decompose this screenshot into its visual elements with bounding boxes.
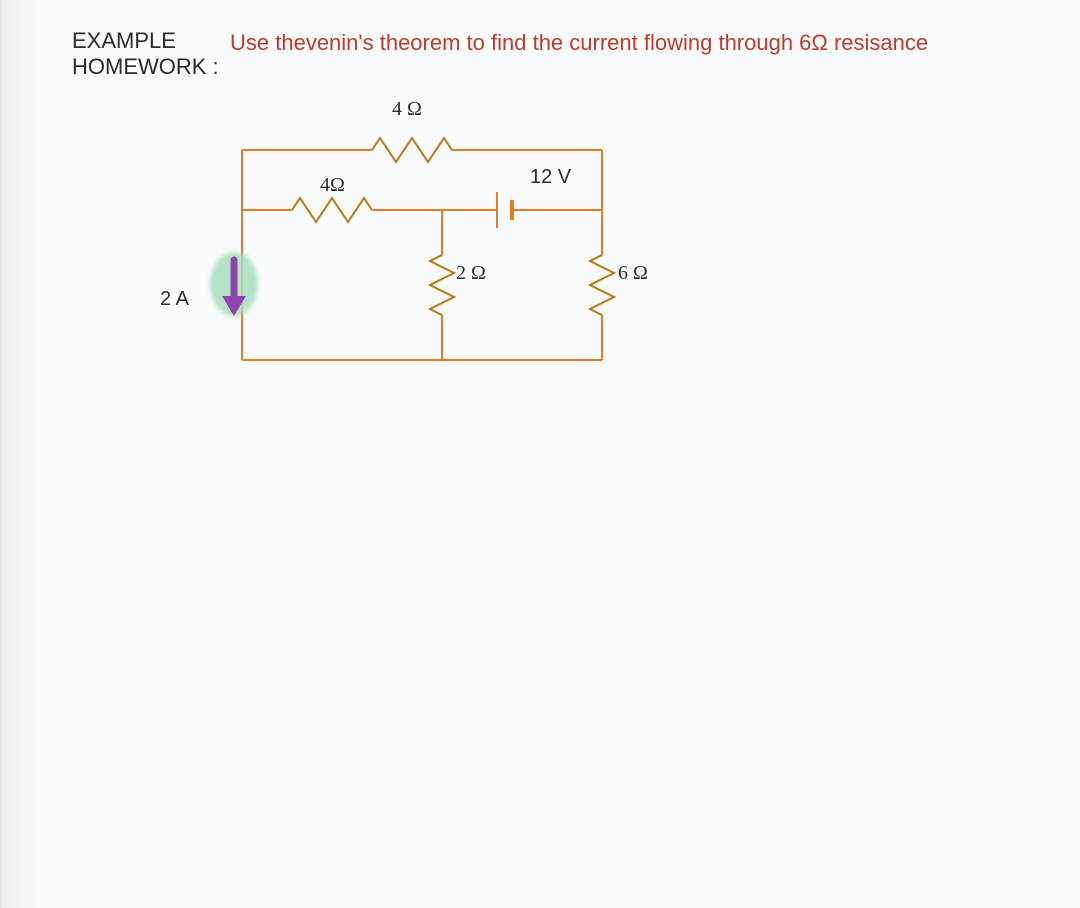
wire-mid-rail: [242, 192, 602, 228]
resistor-mid-left-icon: [292, 198, 372, 222]
circuit-svg: [152, 120, 712, 400]
resistor-mid-left-label: 4Ω: [320, 174, 345, 197]
branch-right-6ohm: [590, 210, 614, 360]
header-prompt: Use thevenin's theorem to find the curre…: [230, 30, 928, 56]
resistor-top-label: 4 Ω: [392, 98, 422, 121]
page-root: EXAMPLE HOMEWORK : Use thevenin's theore…: [0, 0, 1080, 908]
resistor-center-icon: [430, 255, 454, 315]
voltage-source-icon: [497, 192, 512, 228]
current-source-label: 2 A: [160, 288, 189, 311]
header-block: EXAMPLE HOMEWORK : Use thevenin's theore…: [72, 28, 1040, 81]
page-left-shadow: [2, 0, 42, 908]
circuit-diagram: 4 Ω 4Ω 2 Ω 6 Ω 12 V 2 A: [152, 120, 712, 400]
resistor-top-icon: [372, 138, 452, 162]
resistor-right-icon: [590, 255, 614, 315]
resistor-center-label: 2 Ω: [456, 262, 486, 285]
current-source-icon: [210, 252, 258, 316]
branch-center-2ohm: [430, 210, 454, 360]
voltage-source-label: 12 V: [530, 166, 571, 189]
wire-top-rail: [242, 138, 602, 162]
resistor-right-label: 6 Ω: [618, 262, 648, 285]
